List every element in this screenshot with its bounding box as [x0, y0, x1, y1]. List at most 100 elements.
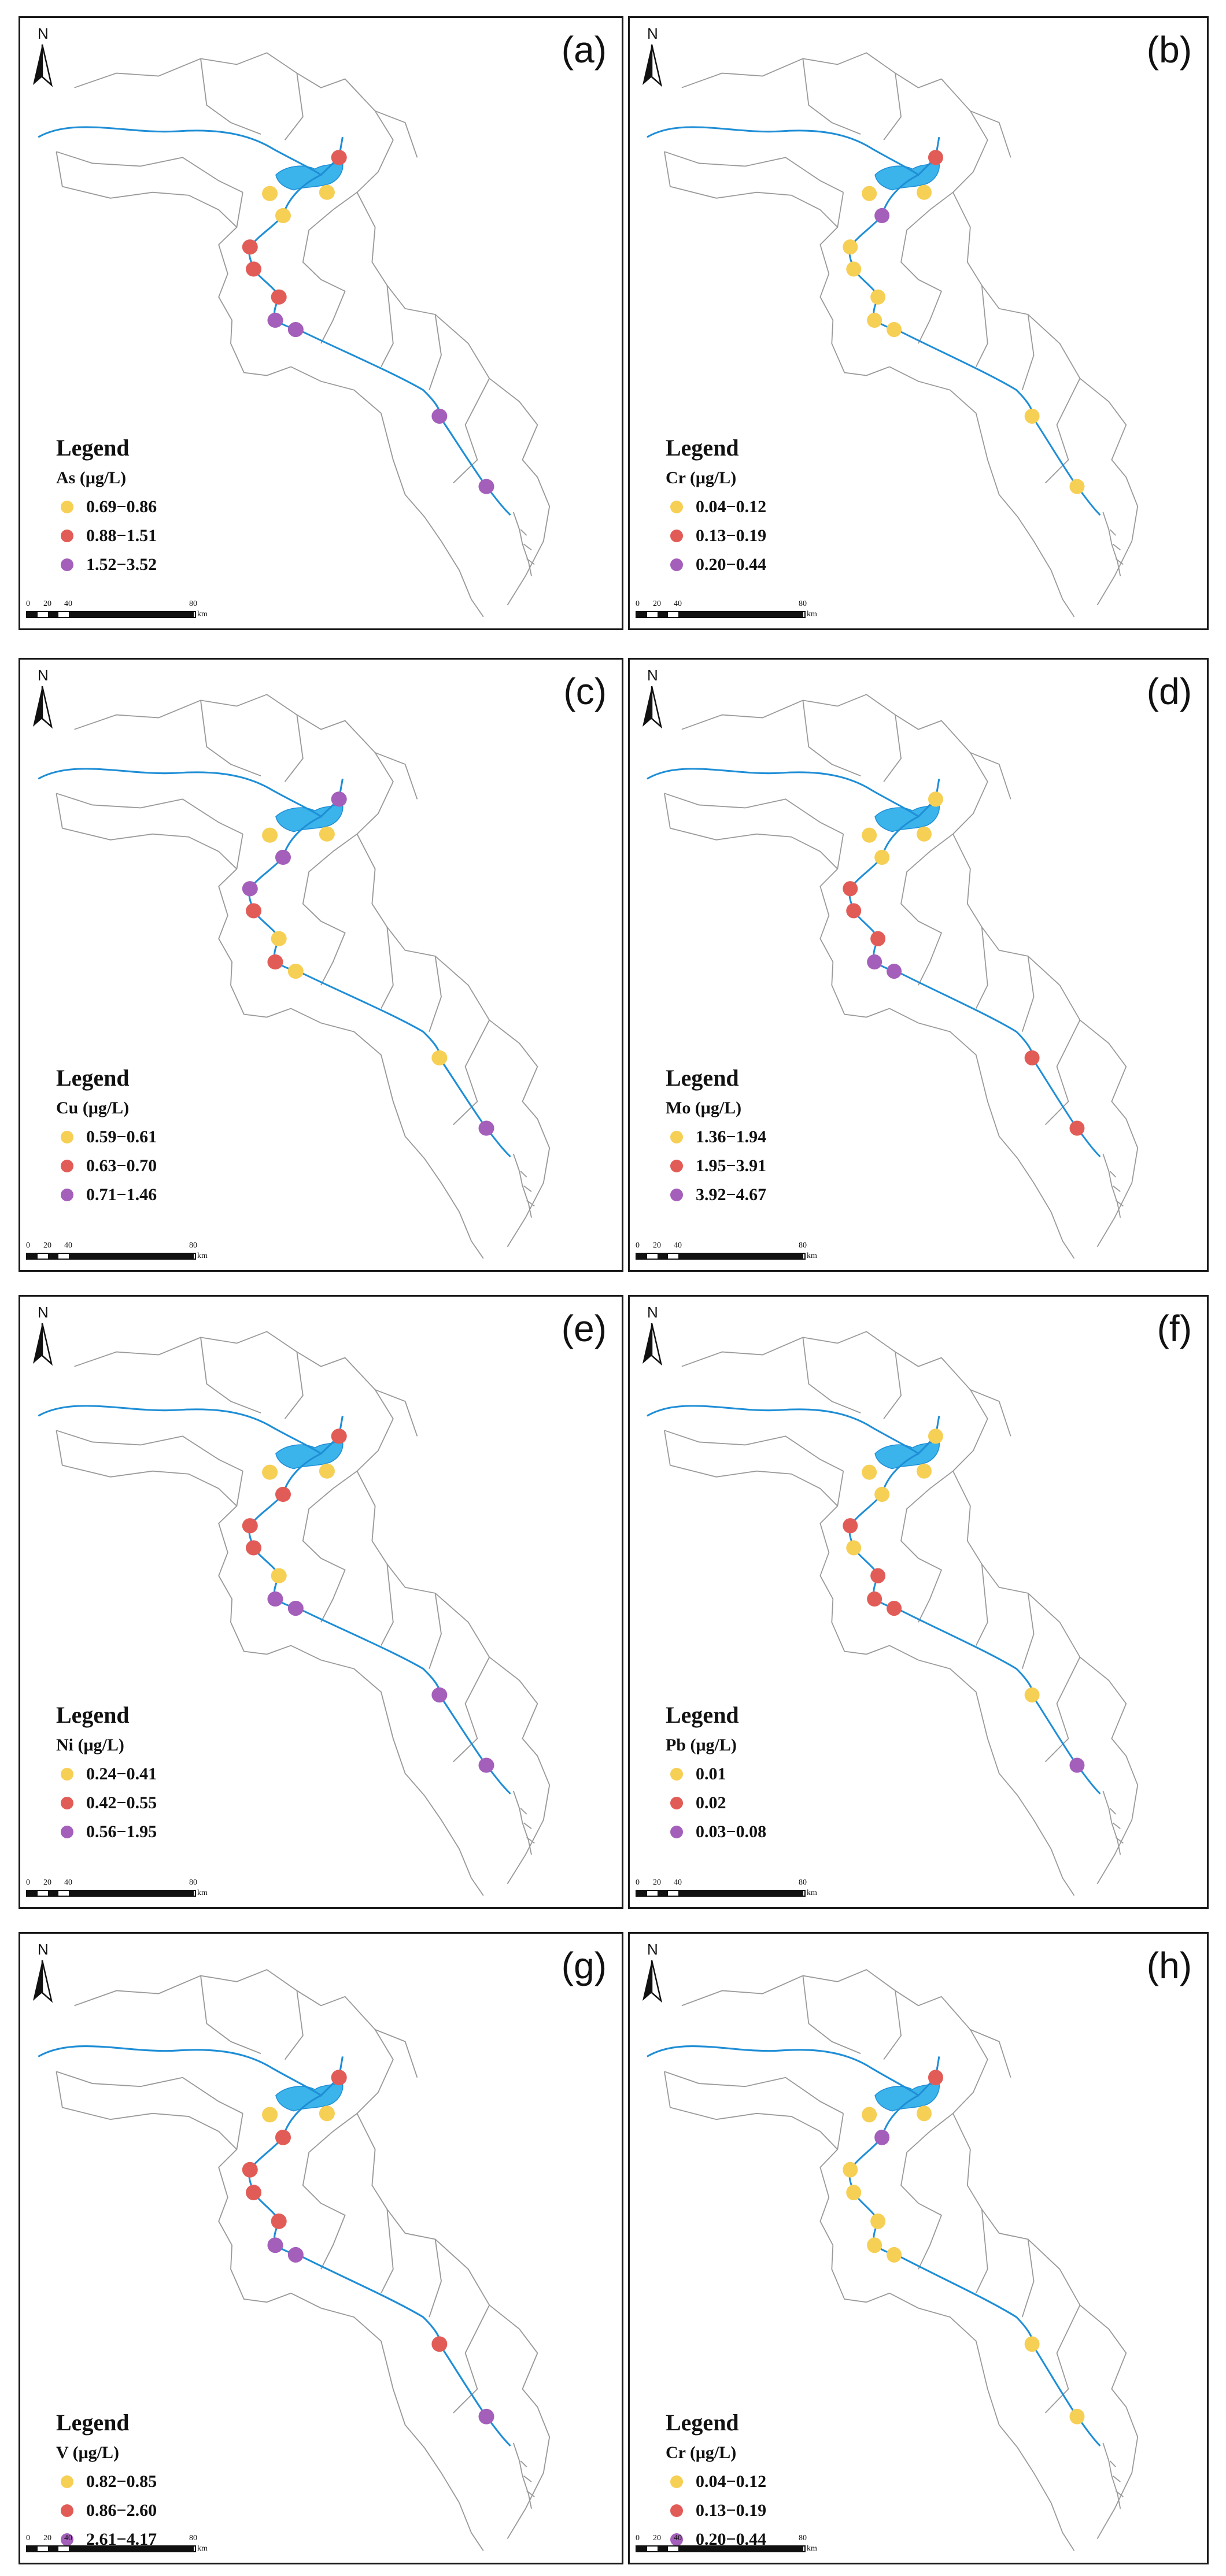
scale-segment [637, 1254, 647, 1259]
district-boundary [681, 1969, 988, 2132]
legend-swatch [670, 1768, 683, 1781]
district-boundary [284, 1990, 304, 2060]
sampling-site-marker [917, 184, 932, 200]
district-boundary [1109, 2460, 1124, 2497]
district-boundary [664, 2071, 844, 2114]
sampling-site-marker [431, 408, 448, 424]
district-boundary [56, 1430, 238, 1507]
district-boundary [381, 2209, 394, 2294]
district-boundary [512, 1790, 532, 1855]
district-boundary [302, 1488, 346, 1623]
scale-segment [647, 612, 658, 617]
sampling-site-marker [846, 1540, 862, 1556]
scale-bar-body [26, 1890, 196, 1897]
scale-segment [38, 1254, 48, 1259]
study-area-map [38, 694, 551, 1259]
district-boundary [952, 1471, 1139, 1885]
district-boundary [512, 512, 532, 576]
district-boundary [381, 927, 394, 1009]
scale-tick-label: 40 [64, 1241, 72, 1250]
north-arrow-icon: N [634, 1941, 675, 2010]
district-boundary [520, 529, 535, 565]
sampling-site-marker [431, 2336, 448, 2352]
district-boundary [802, 1337, 861, 1413]
sampling-site-marker [246, 261, 262, 277]
sampling-site-marker [887, 1600, 902, 1616]
scale-bar: 0 20 40 80 km [636, 599, 826, 623]
district-boundary [302, 209, 346, 344]
legend: Legend Cu (μg/L) 0.59−0.61 0.63−0.70 0.71−1.… [56, 1064, 157, 1209]
scale-segment [678, 1254, 803, 1259]
map-panel-e: (e) N Legend Ni (μg/L) 0.24−0.41 0.42−0.55 0.5… [19, 1295, 623, 1909]
district-boundary [56, 1430, 243, 1472]
district-boundary [1044, 1657, 1081, 1763]
sampling-site-marker [319, 2105, 335, 2122]
legend-swatch [61, 1768, 73, 1781]
district-boundary [74, 52, 394, 210]
sampling-site-marker [262, 2107, 278, 2123]
district-boundary [520, 1808, 535, 1844]
river [38, 126, 511, 516]
scale-tick-label: 0 [26, 599, 30, 608]
scale-segment [48, 2547, 58, 2551]
district-boundary [681, 52, 988, 210]
legend-swatch [670, 1826, 683, 1838]
sampling-site-marker [917, 2105, 932, 2122]
district-boundary [512, 2442, 532, 2509]
district-boundary [900, 209, 943, 344]
scale-segment [647, 2547, 658, 2551]
legend-element-label: Cr (μg/L) [666, 2443, 737, 2462]
sampling-site-marker [242, 1518, 258, 1534]
legend-item: 1.95−3.91 [666, 1152, 766, 1180]
sampling-site-marker [246, 903, 262, 919]
scale-tick-label: 40 [674, 1878, 682, 1887]
district-boundary [883, 715, 902, 782]
legend-range-label: 1.36−1.94 [696, 1127, 767, 1146]
district-boundary [356, 192, 551, 606]
district-boundary [453, 2305, 490, 2414]
scale-tick-label: 0 [636, 599, 640, 608]
district-boundary [290, 2292, 484, 2551]
sampling-site-marker [887, 963, 902, 979]
legend-swatch [61, 2533, 73, 2546]
study-area-map [38, 52, 551, 617]
legend-item: 0.69−0.86 [56, 493, 157, 521]
sampling-site-marker [319, 826, 335, 842]
district-boundary [218, 2113, 291, 2303]
district-boundary [952, 834, 1139, 1248]
scale-segment [27, 612, 38, 617]
scale-segment [658, 2547, 668, 2551]
north-label: N [38, 1941, 49, 1958]
sampling-site-marker [246, 2185, 262, 2201]
scale-bar: 0 20 40 80 km [26, 1878, 217, 1901]
legend-range-label: 0.20−0.44 [696, 555, 767, 574]
district-boundary [356, 1471, 551, 1885]
district-boundary [663, 151, 838, 228]
scale-unit: km [197, 2544, 208, 2553]
panel-label: (g) [561, 1945, 607, 1986]
north-label: N [38, 667, 49, 684]
district-boundary [900, 2131, 943, 2270]
scale-tick-label: 20 [653, 599, 661, 608]
sampling-site-marker [867, 2237, 882, 2253]
scale-tick-label: 80 [189, 1241, 197, 1250]
north-arrow-icon: N [25, 667, 65, 736]
district-boundary [889, 2292, 1075, 2551]
sampling-site-marker [1024, 1687, 1040, 1702]
north-label: N [38, 25, 49, 42]
legend-item: 0.20−0.44 [666, 550, 766, 579]
district-boundary [1044, 2305, 1081, 2414]
legend-item: 0.56−1.95 [56, 1818, 157, 1846]
north-label: N [647, 1941, 658, 1958]
legend: Legend Pb (μg/L) 0.01 0.02 0.03−0.08 [666, 1701, 766, 1846]
sampling-site-marker [287, 963, 304, 979]
scale-segment [678, 2547, 803, 2551]
district-boundary [74, 694, 394, 852]
north-label: N [38, 1304, 49, 1321]
district-boundary [802, 700, 861, 776]
scale-segment [58, 2547, 69, 2551]
legend: Legend V (μg/L) 0.82−0.85 0.86−2.60 2.61−4.1… [56, 2409, 157, 2554]
sampling-site-marker [843, 1518, 858, 1534]
district-boundary [381, 1564, 394, 1646]
sampling-site-marker [1024, 408, 1040, 424]
